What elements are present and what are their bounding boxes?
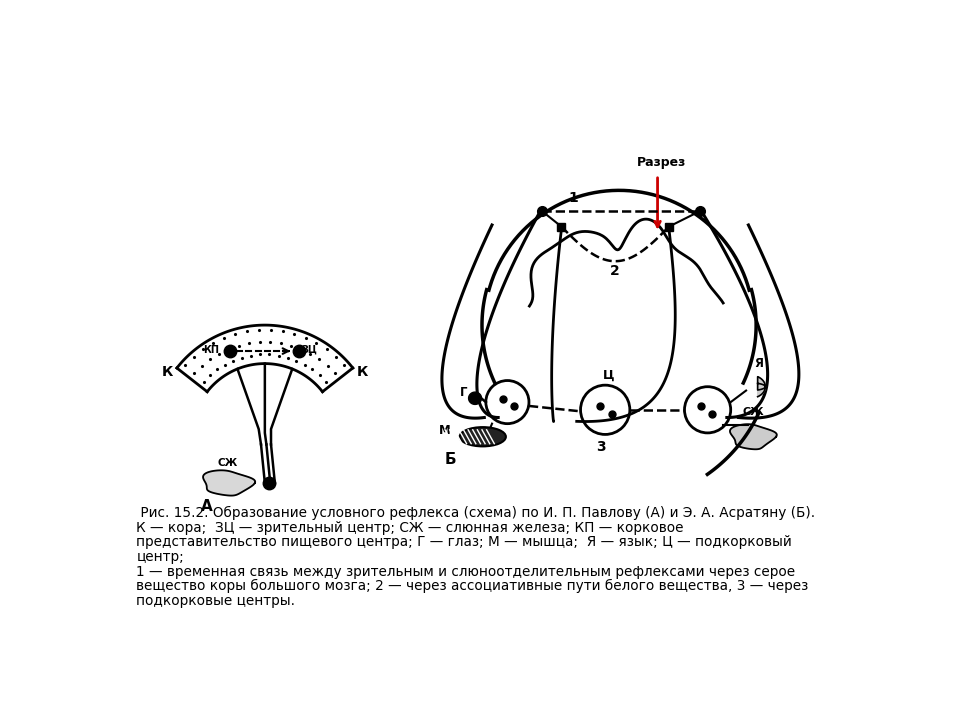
Text: А: А <box>202 498 213 513</box>
Polygon shape <box>757 377 765 397</box>
Polygon shape <box>204 470 255 495</box>
Text: Г: Г <box>460 386 468 399</box>
Text: Б: Б <box>444 452 456 467</box>
Text: 2: 2 <box>611 264 620 278</box>
Text: подкорковые центры.: подкорковые центры. <box>136 594 296 608</box>
Text: вещество коры большого мозга; 2 — через ассоциативные пути белого вещества, 3 — : вещество коры большого мозга; 2 — через … <box>136 579 808 593</box>
Text: К: К <box>162 365 174 379</box>
Text: Разрез: Разрез <box>636 156 686 168</box>
Text: Ц: Ц <box>603 369 614 382</box>
Text: ЗЦ: ЗЦ <box>301 345 318 354</box>
Polygon shape <box>468 392 482 405</box>
Text: К — кора;  ЗЦ — зрительный центр; СЖ — слюнная железа; КП — корковое: К — кора; ЗЦ — зрительный центр; СЖ — сл… <box>136 521 684 535</box>
Text: 1 — временная связь между зрительным и слюноотделительным рефлексами через серое: 1 — временная связь между зрительным и с… <box>136 564 796 579</box>
Text: КП: КП <box>204 345 220 354</box>
Text: СЖ: СЖ <box>218 457 238 467</box>
Text: К: К <box>356 365 368 379</box>
Ellipse shape <box>460 427 506 446</box>
Polygon shape <box>730 424 777 449</box>
Text: 3: 3 <box>596 440 606 454</box>
Text: центр;: центр; <box>136 550 184 564</box>
Text: представительство пищевого центра; Г — глаз; М — мышца;  Я — язык; Ц — подкорков: представительство пищевого центра; Г — г… <box>136 535 792 549</box>
Text: СЖ: СЖ <box>743 408 764 418</box>
Text: 1: 1 <box>568 191 578 205</box>
Text: Я: Я <box>755 356 764 370</box>
Text: Рис. 15.2. Образование условного рефлекса (схема) по И. П. Павлову (А) и Э. А. А: Рис. 15.2. Образование условного рефлекс… <box>136 506 815 520</box>
Text: М: М <box>439 424 450 437</box>
